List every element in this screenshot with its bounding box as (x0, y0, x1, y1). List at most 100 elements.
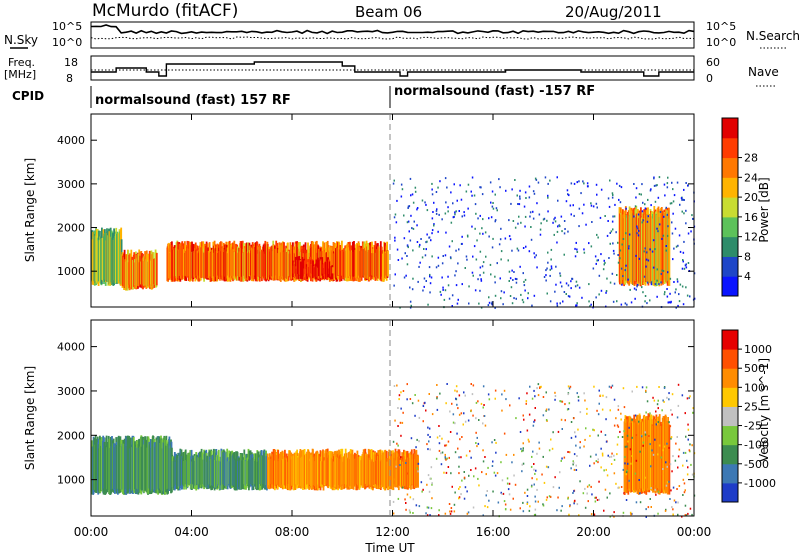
scatter-cell (692, 217, 694, 220)
scatter-cell (567, 408, 570, 410)
scatter-cell (487, 393, 490, 396)
scatter-cell (633, 215, 635, 218)
scatter-cell (500, 491, 502, 494)
scatter-cell (545, 279, 547, 282)
scatter-cell (532, 210, 534, 213)
scatter-cell (508, 219, 510, 222)
scatter-cell (546, 292, 548, 295)
scatter-cell (682, 478, 685, 481)
colorbar-tick-label: 100 (744, 381, 765, 394)
scatter-cell (649, 299, 651, 302)
scatter-cell (508, 280, 510, 282)
scatter-cell (519, 265, 521, 268)
scatter-cell (599, 394, 602, 397)
scatter-cell (586, 412, 588, 415)
scatter-cell (645, 516, 647, 518)
scatter-cell (550, 265, 553, 268)
scatter-cell (672, 455, 674, 458)
colorbar-tick-label: 25 (744, 400, 758, 413)
scatter-cell (600, 466, 602, 469)
scatter-cell (574, 285, 577, 288)
power-y-axis: 1000 2000 3000 4000 (57, 134, 694, 278)
scatter-cell (634, 205, 637, 208)
scatter-cell (644, 203, 646, 206)
scatter-cell (687, 428, 690, 431)
scatter-cell (436, 384, 438, 386)
scatter-cell (522, 501, 524, 504)
colorbar-swatch (722, 463, 738, 484)
scatter-cell (534, 508, 537, 511)
scatter-cell (567, 385, 570, 388)
scatter-cell (549, 179, 551, 182)
scatter-cell (426, 514, 429, 517)
scatter-cell (520, 221, 522, 224)
scatter-cell (455, 210, 457, 213)
scatter-cell (449, 512, 452, 515)
scatter-cell (676, 488, 678, 490)
scatter-cell (438, 442, 441, 445)
scatter-cell (421, 199, 424, 202)
scatter-cell (609, 409, 611, 412)
scatter-cell (609, 515, 611, 518)
scatter-cell (583, 248, 585, 251)
scatter-cell (399, 457, 401, 460)
scatter-cell (425, 241, 427, 244)
scatter-cell (613, 215, 616, 218)
scatter-cell (491, 205, 494, 208)
scatter-cell (450, 472, 452, 475)
scatter-cell (500, 227, 502, 230)
scatter-cell (509, 277, 512, 280)
scatter-cell (587, 500, 589, 503)
scatter-cell (577, 395, 580, 398)
scatter-cell (460, 198, 463, 201)
scatter-cell (410, 304, 412, 307)
scatter-cell (534, 407, 536, 409)
scatter-cell (543, 481, 546, 484)
scatter-cell (482, 406, 484, 409)
scatter-cell (633, 287, 636, 290)
scatter-cell (681, 394, 684, 397)
scatter-cell (684, 514, 687, 517)
scatter-cell (542, 503, 544, 506)
scatter-cell (588, 300, 590, 303)
scatter-cell (567, 451, 569, 453)
scatter-cell (654, 200, 657, 203)
scatter-cell (488, 217, 490, 220)
scatter-cell (438, 213, 440, 216)
scatter-cell (657, 399, 659, 402)
scatter-cell (605, 418, 607, 421)
scatter-cell (394, 419, 396, 422)
scatter-cell (461, 242, 463, 245)
scatter-cell (605, 396, 608, 399)
scatter-cell (394, 239, 396, 242)
scatter-cell (438, 509, 440, 512)
scatter-cell (406, 472, 408, 475)
scatter-cell (447, 284, 450, 287)
scatter-cell (610, 230, 613, 233)
scatter-cell (628, 479, 630, 482)
scatter-cell (682, 198, 684, 201)
scatter-cell (433, 224, 435, 227)
scatter-cell (490, 216, 493, 219)
scatter-cell (643, 275, 646, 278)
scatter-cell (611, 196, 614, 199)
scatter-cell (615, 417, 617, 420)
colorbar-swatch (722, 177, 738, 198)
scatter-cell (652, 396, 654, 399)
scatter-cell (611, 272, 614, 275)
scatter-cell (593, 513, 596, 516)
scatter-cell (472, 506, 475, 509)
scatter-cell (551, 447, 554, 450)
scatter-cell (467, 207, 469, 210)
scatter-cell (445, 201, 447, 204)
scatter-cell (529, 211, 532, 214)
scatter-cell (500, 461, 502, 464)
scatter-cell (465, 454, 468, 457)
scatter-cell (676, 181, 679, 184)
scatter-cell (460, 456, 462, 459)
scatter-cell (510, 202, 512, 205)
scatter-cell (547, 182, 549, 185)
scatter-cell (622, 511, 625, 514)
scatter-cell (418, 416, 421, 419)
scatter-cell (431, 255, 433, 258)
